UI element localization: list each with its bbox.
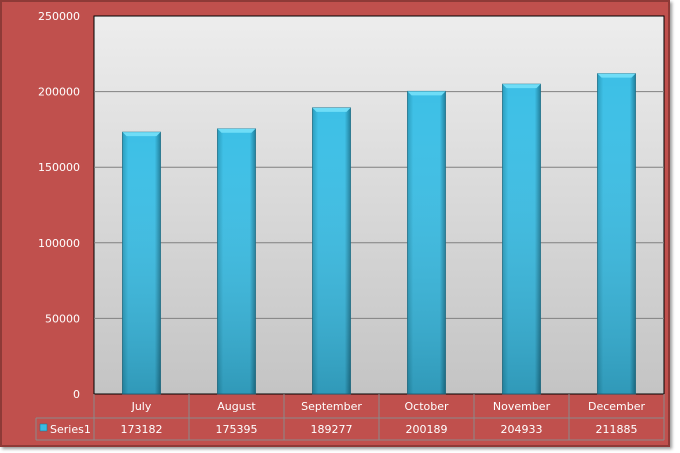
x-category-label: December [588,400,646,413]
y-tick-label: 200000 [38,86,80,99]
bar-september [312,107,351,395]
plot-area [93,15,665,395]
legend-key-icon [39,423,48,432]
bar-december [597,73,636,395]
data-table-value: 173182 [121,423,163,436]
x-category-label: November [493,400,551,413]
y-tick-label: 100000 [38,237,80,250]
y-tick-label: 150000 [38,161,80,174]
data-table-value: 200189 [406,423,448,436]
x-category-label: October [404,400,448,413]
data-table-value: 211885 [596,423,638,436]
x-category-label: August [217,400,256,413]
bar-august [217,128,256,395]
y-tick-label: 250000 [38,10,80,23]
data-table-value: 189277 [311,423,353,436]
x-category-label: September [301,400,362,413]
legend-series-name: Series1 [50,423,91,436]
y-tick-label: 50000 [45,312,80,325]
bar-november [502,83,541,395]
bar-october [407,90,446,395]
y-tick-label: 0 [73,388,80,401]
data-table-value: 175395 [216,423,258,436]
data-table-value: 204933 [501,423,543,436]
x-category-label: July [131,400,152,413]
bar-july [122,131,161,395]
